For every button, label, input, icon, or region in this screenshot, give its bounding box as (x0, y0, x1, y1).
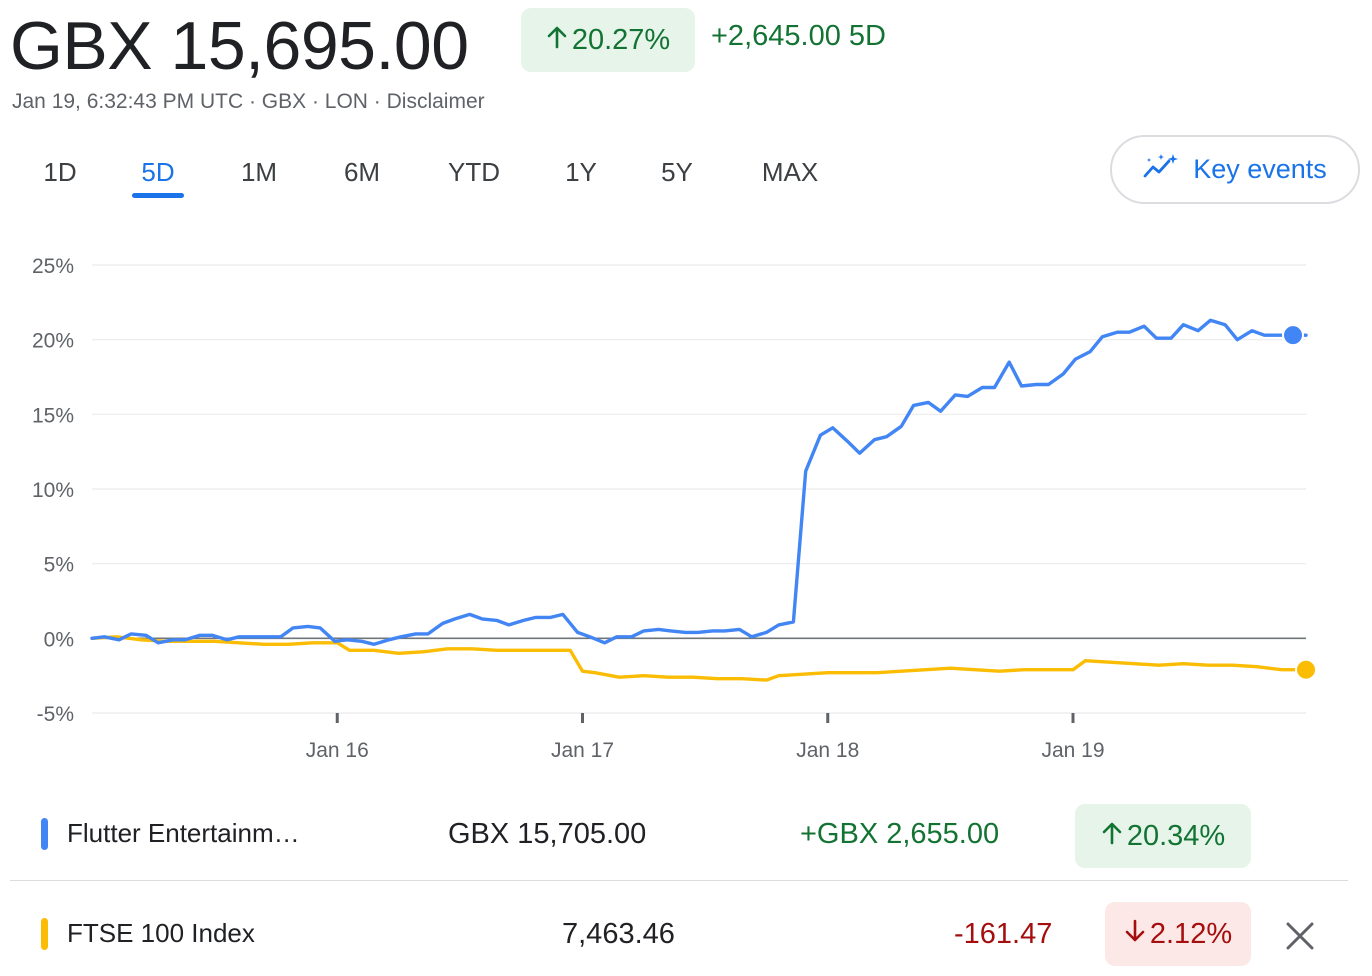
comparison-row-flutter[interactable]: Flutter Entertainm… GBX 15,705.00 +GBX 2… (10, 794, 1348, 881)
arrow-up-icon (1101, 820, 1123, 853)
series-color-swatch (41, 918, 48, 950)
remove-comparison-close-icon[interactable] (1280, 916, 1320, 956)
comparison-change: -161.47 (954, 918, 1053, 950)
y-tick-label: 5% (44, 554, 74, 577)
comparison-value: GBX 15,705.00 (448, 818, 647, 850)
active-tab-indicator (132, 193, 184, 198)
key-events-button[interactable]: Key events (1110, 135, 1360, 204)
comparison-name: Flutter Entertainm… (67, 818, 300, 848)
y-tick-label: 25% (32, 255, 74, 278)
price-meta: Jan 19, 6:32:43 PM UTC · GBX · LON · Dis… (12, 90, 485, 113)
tab-max[interactable]: MAX (761, 157, 819, 187)
tab-1m[interactable]: 1M (240, 157, 278, 187)
tab-6m[interactable]: 6M (343, 157, 381, 187)
tab-1d[interactable]: 1D (43, 157, 77, 187)
current-price: GBX 15,695.00 (10, 8, 469, 84)
tab-ytd[interactable]: YTD (448, 157, 500, 187)
comparison-percent-badge: 2.12% (1105, 902, 1251, 966)
comparison-percent-badge: 20.34% (1075, 804, 1251, 868)
y-tick-label: -5% (37, 703, 74, 726)
tab-5d[interactable]: 5D (132, 148, 184, 198)
key-events-label: Key events (1193, 154, 1327, 184)
sparkle-chart-icon (1143, 152, 1179, 187)
x-tick-label: Jan 17 (551, 739, 614, 762)
x-tick-label: Jan 19 (1041, 739, 1104, 762)
series-line (90, 318, 1308, 646)
y-tick-label: 0% (44, 628, 74, 651)
y-tick-label: 10% (32, 479, 74, 502)
x-tick-label: Jan 18 (796, 739, 859, 762)
tab-5y[interactable]: 5Y (661, 157, 693, 187)
arrow-down-icon (1124, 918, 1146, 951)
absolute-change: +2,645.00 5D (711, 20, 886, 52)
series-end-marker (1282, 324, 1304, 347)
comparison-value: 7,463.46 (562, 918, 675, 950)
comparison-name: FTSE 100 Index (67, 918, 255, 948)
percent-change-badge: 20.27% (521, 8, 695, 72)
percent-change-value: 20.27% (571, 23, 671, 56)
series-end-marker (1295, 658, 1317, 681)
series-color-swatch (41, 818, 48, 850)
x-tick-label: Jan 16 (306, 739, 369, 762)
comparison-row-ftse[interactable]: FTSE 100 Index 7,463.46 -161.47 2.12% (10, 890, 1348, 976)
tab-1y[interactable]: 1Y (565, 157, 597, 187)
price-chart[interactable]: 25% 20% 15% 10% 5% 0% -5% Jan 16 Jan 17 Jan 18 Jan… (0, 240, 1372, 780)
arrow-up-icon (546, 24, 568, 56)
y-tick-label: 20% (32, 330, 74, 353)
comparison-change: +GBX 2,655.00 (800, 818, 1000, 850)
series-line (90, 635, 1308, 682)
y-tick-label: 15% (32, 404, 74, 427)
